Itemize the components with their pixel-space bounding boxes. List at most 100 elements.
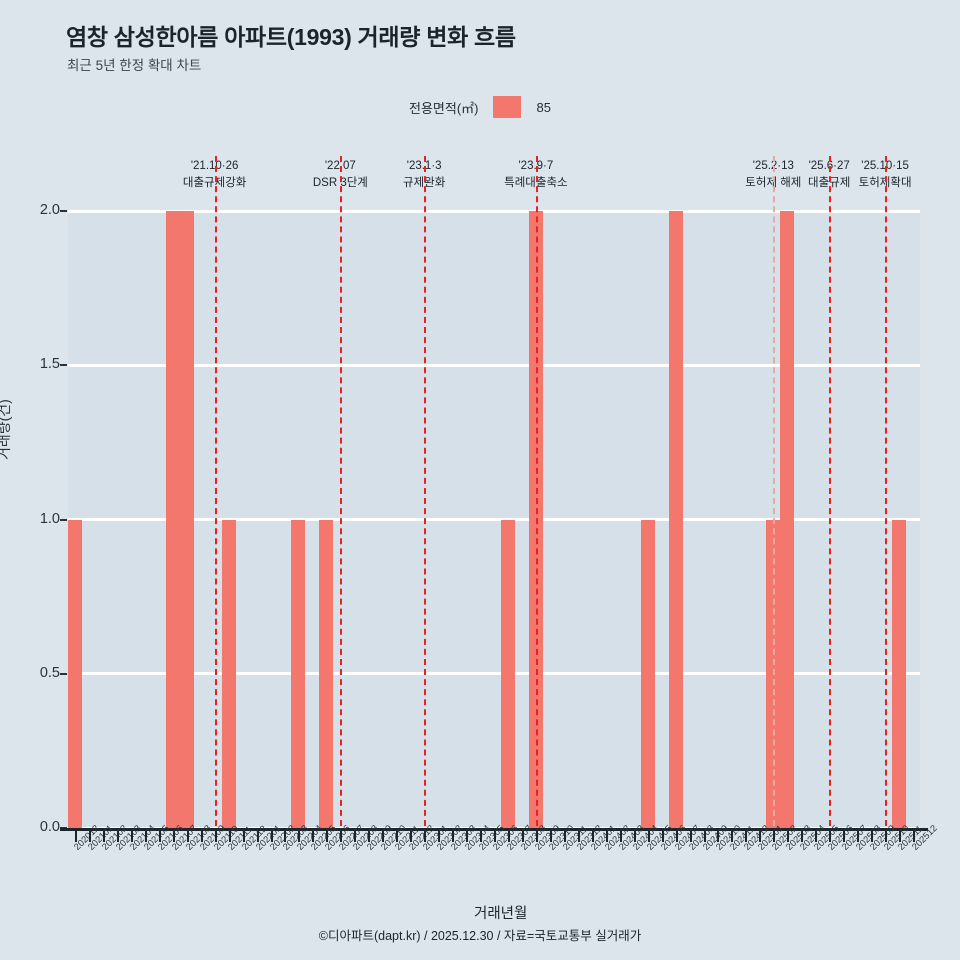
x-tick-202104: [130, 831, 133, 842]
y-axis-tick-labels: 0.0 0.5 1.0 1.5 2.0: [8, 202, 60, 835]
annotation-text: 대출규제: [808, 177, 851, 189]
x-tick-202504: [801, 831, 804, 842]
bar-202012[interactable]: [67, 519, 82, 828]
x-tick-202211: [396, 831, 399, 842]
annotation-text: 특례대출축소: [504, 177, 568, 189]
gridline-2.0: [68, 209, 920, 213]
x-tick-202103: [116, 831, 119, 842]
x-tick-202411: [731, 831, 734, 842]
bar-202204[interactable]: [291, 519, 306, 828]
x-tick-202410: [717, 831, 720, 842]
x-tick-202503: [787, 831, 790, 842]
gridline-1.5: [68, 363, 920, 367]
x-tick-202412: [745, 831, 748, 842]
x-tick-202108: [186, 831, 189, 842]
x-tick-202207: [340, 831, 343, 842]
annotation-202502: '25.2·13 토허제 해제: [713, 158, 833, 192]
x-tick-202512: [913, 831, 916, 842]
x-tick-202509: [871, 831, 874, 842]
bar-202111[interactable]: [221, 519, 236, 828]
bar-202107[interactable]: [165, 211, 180, 828]
bar-202405[interactable]: [640, 519, 655, 828]
bar-202511[interactable]: [892, 519, 907, 828]
annotation-line-202502: [773, 156, 776, 836]
gridline-1.0: [68, 518, 920, 521]
x-tick-202409: [703, 831, 706, 842]
x-tick-202101: [88, 831, 91, 842]
x-tick-202206: [326, 831, 329, 842]
x-tick-202505: [815, 831, 818, 842]
x-tick-202507: [843, 831, 846, 842]
x-tick-202307: [507, 831, 510, 842]
y-tick-0.5: [60, 672, 67, 675]
x-tick-202508: [857, 831, 860, 842]
x-tick-202311: [563, 831, 566, 842]
x-tick-202510: [885, 831, 888, 842]
x-tick-202210: [382, 831, 385, 842]
x-tick-202107: [172, 831, 175, 842]
bar-202407[interactable]: [668, 211, 683, 828]
x-tick-202105: [144, 831, 147, 842]
annotation-line-202309: [535, 156, 538, 836]
annotation-line-202207: [340, 156, 343, 836]
x-tick-202501: [759, 831, 762, 842]
y-tick-label-1.0: 1.0: [39, 510, 60, 527]
x-tick-202205: [312, 831, 315, 842]
bar-202307[interactable]: [500, 519, 515, 828]
bar-202108[interactable]: [179, 211, 194, 828]
x-tick-202110: [214, 831, 217, 842]
annotation-date: '25.6·27: [808, 160, 850, 172]
x-tick-202302: [438, 831, 441, 842]
annotation-date: '21.10·26: [190, 160, 239, 172]
x-tick-202310: [549, 831, 552, 842]
x-tick-202305: [480, 831, 483, 842]
x-tick-202106: [158, 831, 161, 842]
y-tick-label-0.5: 0.5: [39, 664, 60, 681]
y-tick-1.5: [60, 364, 67, 367]
x-tick-202306: [494, 831, 496, 842]
footer-credit: ©디아파트(dapt.kr) / 2025.12.30 / 자료=국토교통부 실…: [318, 929, 642, 943]
y-tick-1.0: [60, 518, 67, 521]
x-tick-202203: [284, 831, 287, 842]
bar-202503[interactable]: [780, 211, 795, 828]
annotation-text: 규제완화: [402, 177, 446, 189]
x-tick-202012: [74, 831, 77, 842]
annotation-line-202301: [424, 156, 427, 836]
y-axis-ticks: [0, 210, 68, 829]
x-tick-202511: [899, 831, 902, 842]
y-tick-label-2.0: 2.0: [39, 202, 60, 218]
gridline-0.5: [68, 672, 920, 676]
x-tick-202408: [689, 831, 692, 842]
x-tick-202201: [256, 831, 259, 842]
y-tick-label-0.0: 0.0: [39, 819, 60, 835]
annotation-date: '25.2·13: [752, 160, 794, 172]
x-tick-202506: [829, 831, 832, 842]
annotation-line-202510: [885, 156, 888, 836]
legend-swatch-85: [492, 96, 521, 118]
x-tick-202301: [424, 831, 427, 842]
x-tick-202402: [605, 831, 608, 842]
x-tick-202204: [298, 831, 301, 842]
x-tick-202212: [410, 831, 413, 842]
y-tick-2.0: [60, 210, 67, 212]
x-tick-202407: [675, 831, 678, 842]
x-tick-202502: [773, 831, 776, 842]
plot-area: [67, 156, 920, 836]
x-tick-202303: [452, 831, 455, 842]
annotation-date: '25.10·15: [861, 160, 909, 172]
x-tick-202102: [102, 831, 105, 842]
x-tick-202308: [521, 831, 524, 842]
annotation-line-202110: [214, 156, 217, 836]
x-tick-202209: [368, 831, 371, 842]
annotation-202506: '25.6·27 대출규제: [769, 158, 889, 192]
x-axis-title: 거래년월: [474, 906, 528, 922]
x-tick-202304: [466, 831, 469, 842]
x-tick-202112: [242, 831, 245, 842]
legend-value-85: 85: [536, 99, 551, 115]
annotation-202110: '21.10·26 대출규제강화: [155, 158, 275, 192]
bar-202206[interactable]: [319, 519, 334, 828]
x-tick-202309: [535, 831, 538, 842]
x-tick-202208: [354, 831, 357, 842]
x-tick-202406: [661, 831, 664, 842]
x-tick-202312: [577, 831, 580, 842]
